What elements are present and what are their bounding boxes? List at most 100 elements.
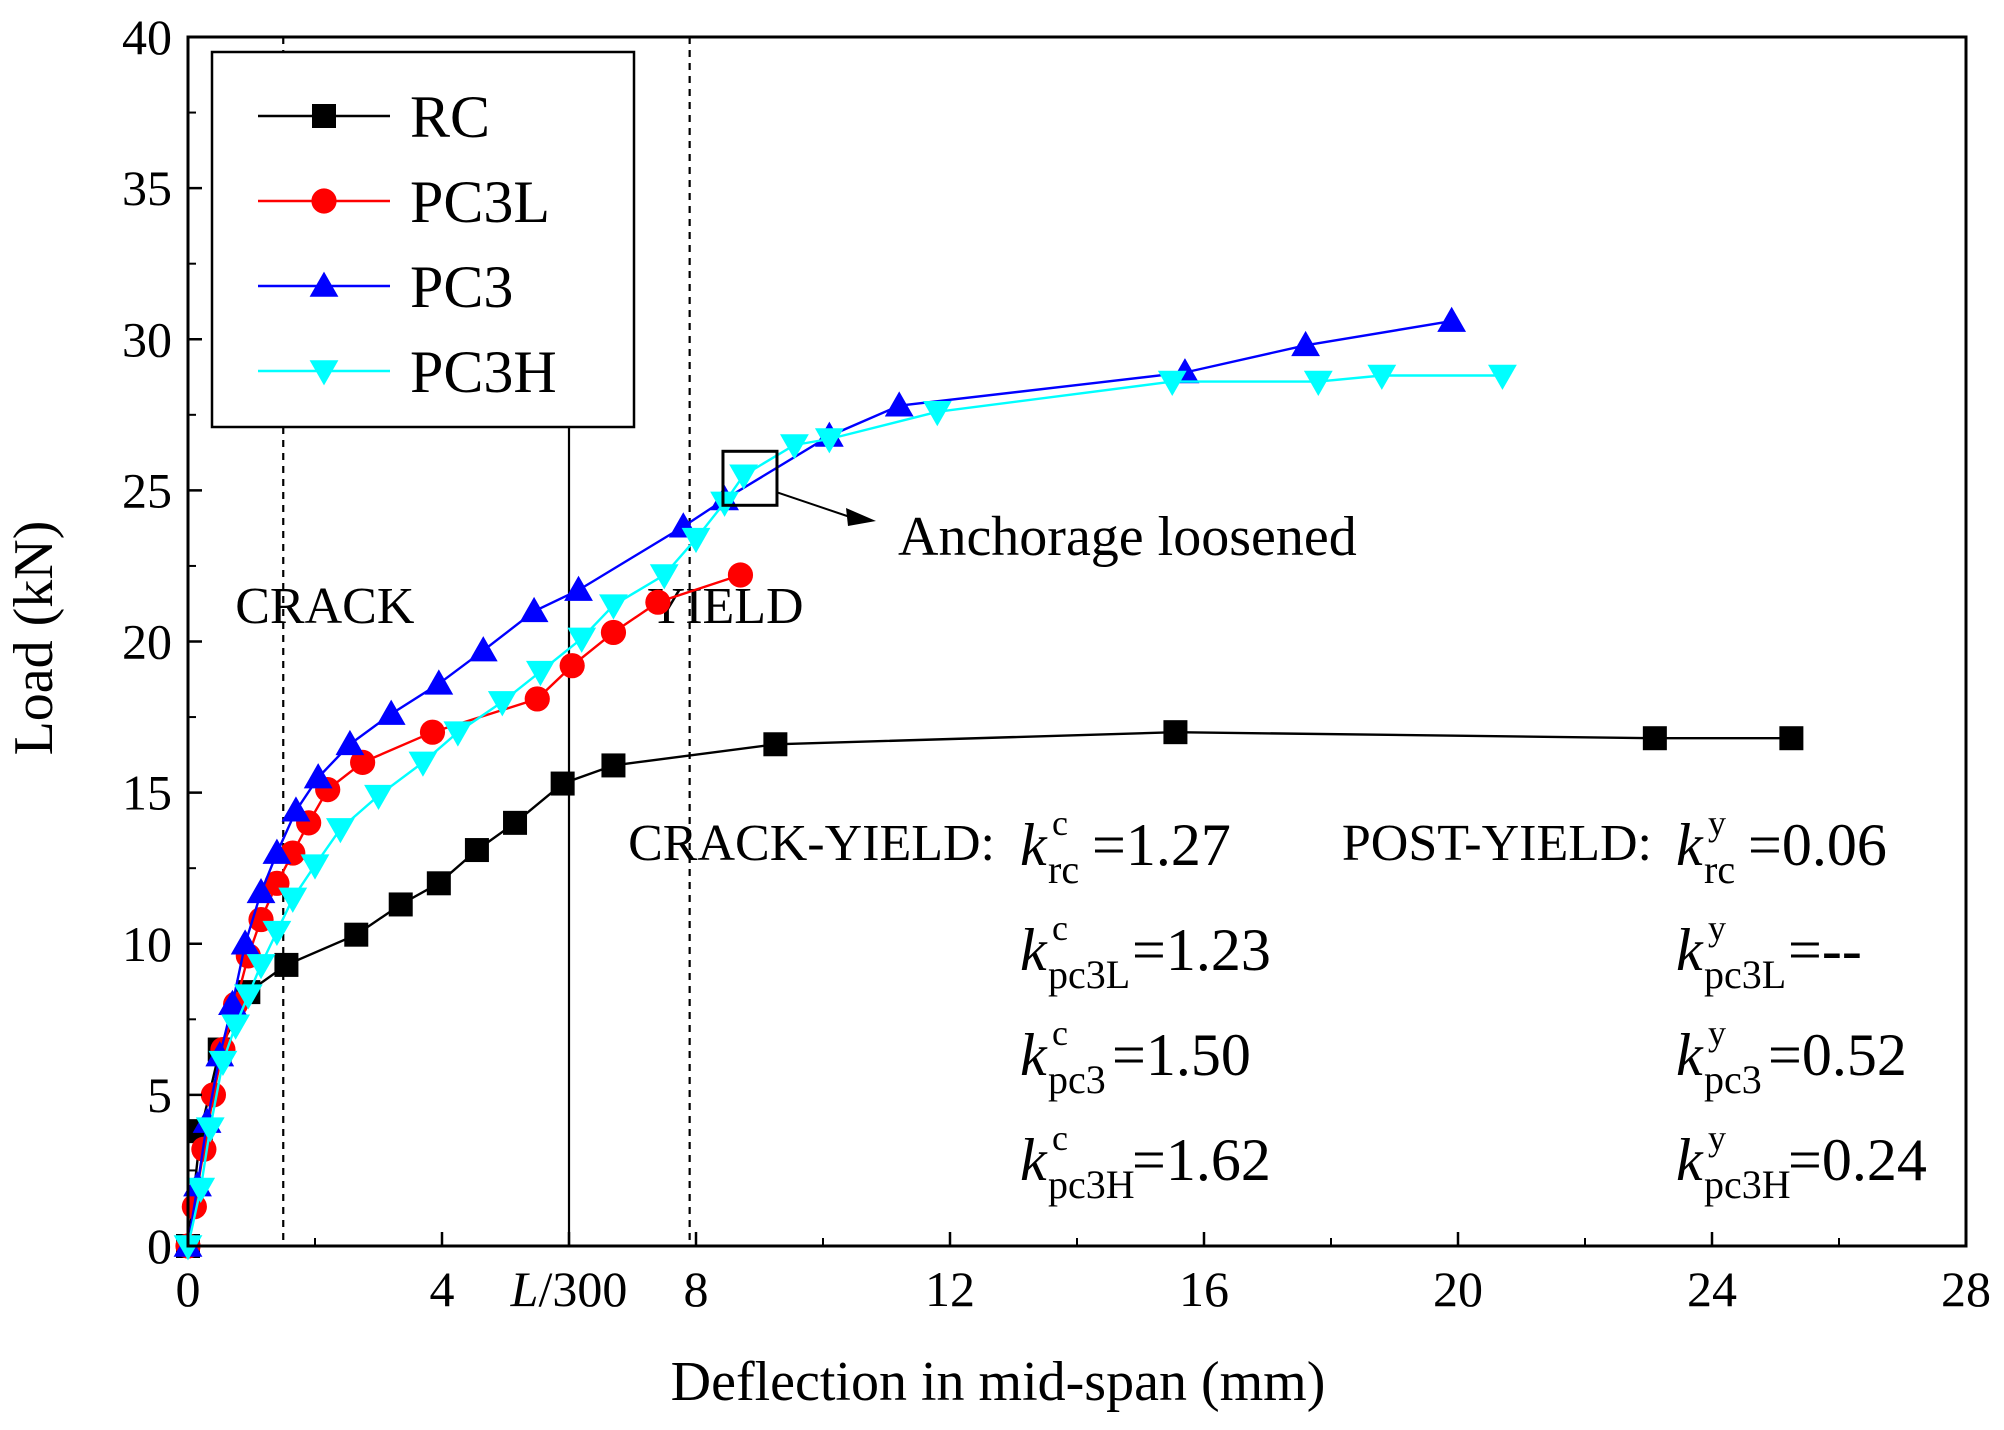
data-point-pc3 xyxy=(218,989,247,1015)
data-point-rc xyxy=(601,753,626,778)
k-symbol: k xyxy=(1020,1127,1048,1193)
yield-label: YIELD xyxy=(648,578,804,635)
k-value: =-- xyxy=(1788,917,1862,983)
data-point-pc3h xyxy=(487,691,517,717)
y-tick-label: 25 xyxy=(122,462,172,518)
legend-marker xyxy=(312,104,336,128)
k-subscript: pc3H xyxy=(1048,1162,1135,1207)
data-point-rc xyxy=(388,892,413,917)
k-subscript: pc3 xyxy=(1704,1057,1762,1102)
data-point-pc3h xyxy=(1367,364,1397,390)
y-tick-label: 0 xyxy=(147,1218,172,1274)
x-tick-label: 20 xyxy=(1433,1261,1483,1317)
data-point-pc3h xyxy=(567,627,597,653)
k-value: =0.24 xyxy=(1788,1127,1927,1193)
k-symbol: k xyxy=(1676,917,1704,983)
y-tick-label: 20 xyxy=(122,614,172,670)
k-subscript: pc3L xyxy=(1048,952,1130,997)
legend-marker xyxy=(311,188,337,214)
k-value-rc: k crc =1.27 xyxy=(1020,803,1231,892)
legend-marker xyxy=(309,360,339,386)
data-point-pc3h xyxy=(1157,370,1187,396)
data-point-rc xyxy=(344,922,369,947)
data-point-pc3 xyxy=(564,575,593,601)
x-tick-label: L/300 xyxy=(510,1261,628,1317)
data-point-pc3h xyxy=(278,887,308,913)
k-symbol: k xyxy=(1676,1022,1704,1088)
y-tick-label: 15 xyxy=(122,765,172,821)
x-tick-label: 16 xyxy=(1179,1261,1229,1317)
data-point-pc3l xyxy=(524,686,550,712)
x-tick-label: 4 xyxy=(430,1261,455,1317)
y-tick-label: 10 xyxy=(122,916,172,972)
data-point-pc3h xyxy=(780,434,809,460)
k-superscript: c xyxy=(1052,803,1068,843)
data-point-rc xyxy=(274,952,299,977)
k-value: =1.27 xyxy=(1092,812,1231,878)
data-point-rc xyxy=(464,838,489,863)
data-point-pc3 xyxy=(262,838,292,864)
series-pc3l xyxy=(175,562,754,1259)
data-point-pc3l xyxy=(559,653,585,679)
data-point-pc3h xyxy=(599,594,628,620)
crack-label: CRACK xyxy=(235,578,415,635)
data-point-pc3h xyxy=(814,428,844,454)
data-point-rc xyxy=(426,871,451,896)
data-point-pc3h xyxy=(681,527,711,554)
x-tick-label: 24 xyxy=(1687,1261,1737,1317)
reference-lines: CRACK YIELD xyxy=(235,37,804,1246)
k-superscript: y xyxy=(1708,1118,1726,1158)
data-point-pc3l xyxy=(727,562,754,588)
series-pc3h xyxy=(173,364,1517,1261)
data-point-pc3h xyxy=(246,954,276,980)
k-symbol: k xyxy=(1020,917,1048,983)
anchorage-arrow-head xyxy=(846,508,876,526)
data-point-pc3l xyxy=(600,619,627,646)
data-point-pc3h xyxy=(443,721,473,747)
crack-yield-heading: CRACK-YIELD: xyxy=(628,815,995,872)
anchorage-box xyxy=(721,449,779,507)
k-superscript: c xyxy=(1052,1013,1068,1053)
legend-item-pc3l: PC3L xyxy=(258,169,550,235)
y-axis-title: Load (kN) xyxy=(3,521,65,756)
series-line-pc3 xyxy=(186,319,1452,1247)
k-value: =1.50 xyxy=(1112,1022,1251,1088)
data-point-pc3h xyxy=(526,660,555,687)
data-point-pc3h xyxy=(729,464,759,490)
data-point-pc3 xyxy=(424,669,454,695)
k-subscript: rc xyxy=(1048,847,1079,892)
legend-label: PC3L xyxy=(410,169,550,235)
k-symbol: k xyxy=(1020,812,1048,878)
x-tick-label-rest: /300 xyxy=(538,1261,627,1317)
k-subscript: pc3L xyxy=(1704,952,1786,997)
legend-marker xyxy=(309,271,339,297)
data-point-pc3h xyxy=(221,1014,251,1040)
data-point-rc xyxy=(763,732,788,757)
k-superscript: c xyxy=(1052,908,1068,948)
data-point-pc3 xyxy=(884,391,914,417)
x-axis-title: Deflection in mid-span (mm) xyxy=(671,1351,1326,1413)
data-point-pc3h xyxy=(173,1235,203,1261)
legend: RC PC3L PC3 PC3H xyxy=(210,50,636,429)
series-layer xyxy=(173,306,1804,1261)
series-rc xyxy=(176,720,1804,1258)
data-point-rc xyxy=(1642,726,1667,751)
k-value: =0.52 xyxy=(1768,1022,1907,1088)
x-tick-label: 28 xyxy=(1941,1261,1991,1317)
y-tick-label: 5 xyxy=(147,1067,172,1123)
data-point-pc3h xyxy=(1488,364,1517,390)
k-subscript: pc3 xyxy=(1048,1057,1106,1102)
legend-label: PC3 xyxy=(410,254,513,320)
data-point-pc3l xyxy=(645,589,671,615)
data-point-pc3h xyxy=(208,1050,238,1077)
data-point-rc xyxy=(1163,720,1188,745)
x-tick-label-italic: L xyxy=(510,1261,539,1317)
anchorage-arrow-line xyxy=(776,491,851,518)
